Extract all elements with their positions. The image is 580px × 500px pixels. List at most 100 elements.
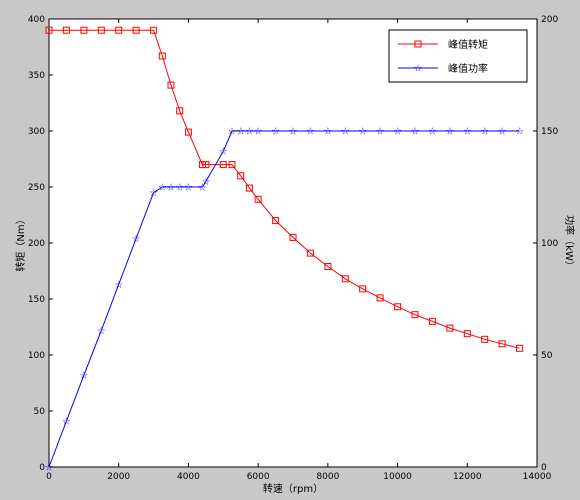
power-point: ☆ (132, 234, 141, 245)
legend-marker-torque (414, 40, 422, 48)
power-point: ☆ (79, 371, 88, 382)
power-point: ☆ (201, 177, 210, 188)
power-point: ☆ (236, 127, 245, 138)
series-torque (45, 26, 524, 352)
torque-point (237, 172, 245, 180)
y-tick-label-left: 200 (28, 239, 45, 249)
series-line (49, 29, 520, 349)
y-tick-label-left: 250 (28, 183, 45, 193)
y-tick-label-left: 350 (28, 71, 45, 81)
power-point: ☆ (149, 188, 158, 199)
power-point: ☆ (289, 127, 298, 138)
x-axis-label: 转速（rpm） (263, 482, 323, 495)
legend-label-power: 峰值功率 (448, 62, 488, 75)
x-tick-label: 2000 (107, 472, 130, 482)
y-tick-label-right: 100 (541, 239, 558, 249)
power-point: ☆ (245, 127, 254, 138)
power-point: ☆ (445, 127, 454, 138)
power-point: ☆ (219, 147, 228, 158)
torque-point (446, 324, 454, 332)
power-point: ☆ (254, 127, 263, 138)
y-axis-label-left: 转矩（Nm） (14, 214, 27, 271)
torque-point (428, 317, 436, 325)
power-point: ☆ (376, 127, 385, 138)
torque-point (167, 81, 175, 89)
power-point: ☆ (428, 127, 437, 138)
torque-point (516, 344, 524, 352)
x-tick-label: 14000 (523, 472, 552, 482)
torque-point (132, 26, 140, 34)
torque-point (272, 217, 280, 225)
torque-point (498, 340, 506, 348)
torque-point (463, 330, 471, 338)
torque-point (254, 195, 262, 203)
power-point: ☆ (114, 280, 123, 291)
torque-point (289, 233, 297, 241)
legend-box (388, 29, 528, 83)
y-tick-label-left: 100 (28, 351, 45, 361)
y-tick-label-right: 0 (541, 463, 547, 473)
y-tick-label-right: 150 (541, 127, 558, 137)
series-power: ☆☆☆☆☆☆☆☆ ☆ ☆ ☆ ☆☆☆☆ ☆ ☆ ☆ ☆ ☆ ☆ ☆ ☆ ☆ ☆ ☆ ☆ ☆ ☆ ☆ ☆ ☆ ☆ (45, 127, 525, 474)
torque-point (228, 161, 236, 169)
torque-point (80, 26, 88, 34)
power-point: ☆ (167, 183, 176, 194)
x-tick-label: 8000 (316, 472, 339, 482)
torque-point (176, 107, 184, 115)
power-point: ☆ (97, 326, 106, 337)
power-point: ☆ (306, 127, 315, 138)
torque-point (481, 335, 489, 343)
power-point: ☆ (184, 183, 193, 194)
torque-point (202, 161, 210, 169)
power-point: ☆ (498, 127, 507, 138)
y-tick-label-right: 50 (541, 351, 553, 361)
torque-point (376, 294, 384, 302)
y-axis-label-right: 功率（kW） (563, 215, 576, 271)
x-tick-label: 10000 (383, 472, 412, 482)
power-point: ☆ (198, 183, 207, 194)
power-point: ☆ (411, 127, 420, 138)
torque-point (219, 161, 227, 169)
torque-point (394, 303, 402, 311)
power-point: ☆ (45, 463, 54, 474)
y-tick-label-right: 200 (541, 15, 558, 25)
power-point: ☆ (323, 127, 332, 138)
ticks: 0 2000 4000 6000 8000 10000 12000 1400005010015… (28, 15, 559, 482)
y-tick-label-left: 50 (34, 407, 46, 417)
plot-area (48, 18, 538, 468)
torque-point (184, 128, 192, 136)
x-tick-label: 6000 (247, 472, 270, 482)
x-tick-label: 12000 (453, 472, 482, 482)
torque-point (324, 263, 332, 270)
x-tick-label: 4000 (177, 472, 200, 482)
power-point: ☆ (341, 127, 350, 138)
power-point: ☆ (228, 127, 237, 138)
legend-marker-power: ☆ (414, 64, 423, 75)
legend-label-torque: 峰值转矩 (448, 38, 488, 51)
torque-point (245, 184, 253, 192)
power-point: ☆ (515, 127, 524, 138)
torque-point (306, 249, 314, 257)
y-tick-label-left: 300 (28, 127, 45, 137)
torque-point (115, 26, 123, 34)
x-tick-label: 0 (46, 472, 52, 482)
power-point: ☆ (62, 417, 71, 428)
series-line (48, 130, 520, 468)
torque-point (62, 26, 70, 34)
torque-point (411, 311, 419, 319)
power-point: ☆ (158, 183, 167, 194)
power-point: ☆ (393, 127, 402, 138)
legend: 峰值转矩 ☆ 峰值功率 (388, 29, 528, 83)
y-tick-label-left: 0 (39, 463, 45, 473)
y-tick-label-left: 150 (28, 295, 45, 305)
power-point: ☆ (463, 127, 472, 138)
torque-point (359, 285, 367, 293)
power-point: ☆ (175, 183, 184, 194)
torque-point (341, 275, 349, 283)
torque-point (150, 26, 158, 34)
torque-point (158, 52, 166, 60)
power-point: ☆ (271, 127, 280, 138)
power-point: ☆ (358, 127, 367, 138)
torque-point (45, 26, 53, 34)
